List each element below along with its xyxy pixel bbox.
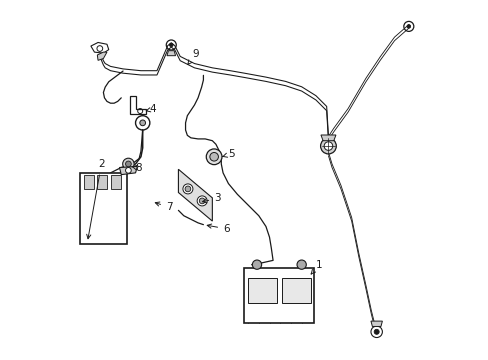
Circle shape — [125, 161, 131, 167]
Circle shape — [122, 158, 134, 170]
Text: 3: 3 — [202, 193, 220, 203]
Polygon shape — [130, 96, 146, 114]
Circle shape — [252, 260, 261, 269]
Text: 6: 6 — [207, 224, 229, 234]
Text: 5: 5 — [223, 149, 235, 159]
Bar — [111, 175, 121, 189]
Circle shape — [206, 149, 222, 165]
Text: 9: 9 — [187, 49, 199, 64]
Text: 7: 7 — [155, 202, 172, 212]
Circle shape — [406, 24, 410, 28]
Text: 2: 2 — [86, 159, 104, 239]
Circle shape — [169, 43, 173, 47]
Circle shape — [184, 186, 190, 192]
Text: 8: 8 — [132, 163, 142, 173]
Bar — [247, 278, 277, 303]
Polygon shape — [320, 135, 335, 141]
Circle shape — [296, 260, 305, 269]
Circle shape — [373, 329, 378, 334]
Polygon shape — [370, 321, 382, 327]
Polygon shape — [91, 42, 108, 53]
Circle shape — [97, 46, 102, 51]
Bar — [244, 267, 313, 323]
Polygon shape — [97, 52, 107, 60]
Circle shape — [183, 184, 193, 194]
Circle shape — [199, 198, 204, 204]
Bar — [83, 175, 94, 189]
Bar — [80, 173, 126, 244]
Polygon shape — [178, 169, 212, 221]
Circle shape — [209, 153, 218, 161]
Bar — [97, 175, 107, 189]
Circle shape — [140, 120, 145, 126]
Circle shape — [197, 196, 207, 206]
Bar — [282, 278, 311, 303]
Text: 1: 1 — [310, 260, 322, 274]
Polygon shape — [119, 166, 137, 175]
Circle shape — [324, 142, 332, 150]
Polygon shape — [166, 51, 175, 56]
Circle shape — [370, 326, 382, 338]
Text: 4: 4 — [146, 104, 156, 114]
Circle shape — [320, 138, 336, 154]
Circle shape — [125, 167, 131, 173]
